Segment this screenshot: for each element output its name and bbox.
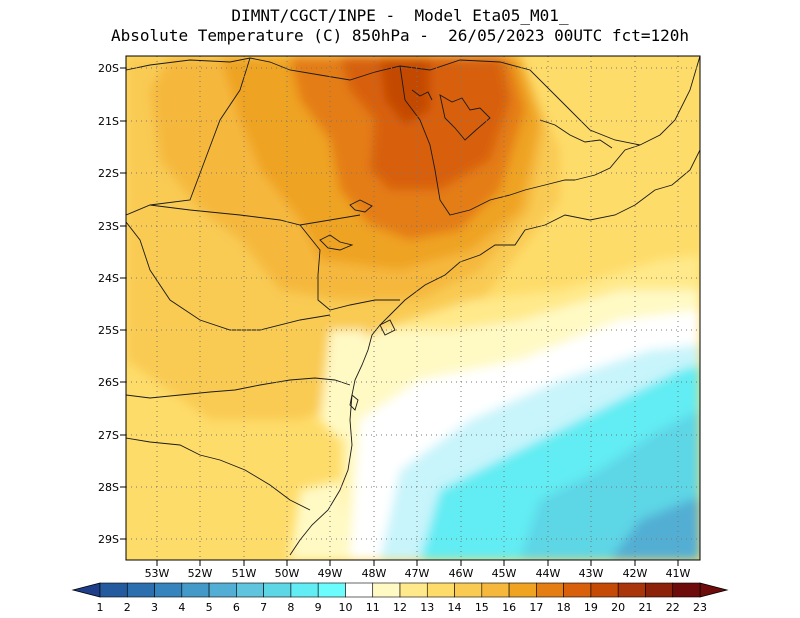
colorbar-segment — [126, 582, 155, 598]
lat-label: 26S — [98, 376, 119, 389]
lon-label: 45W — [492, 567, 517, 580]
colorbar-label: 13 — [420, 601, 434, 614]
colorbar-segment — [536, 582, 564, 598]
colorbar-label: 7 — [260, 601, 267, 614]
colorbar-label: 12 — [393, 601, 407, 614]
colorbar-segment — [508, 582, 537, 598]
latitude-labels: 20S 21S 22S 23S 24S 25S 26S 27S 28S 29S — [98, 62, 119, 546]
colorbar-label: 2 — [124, 601, 131, 614]
lon-label: 44W — [536, 567, 561, 580]
colorbar-segment — [372, 582, 401, 598]
longitude-labels: 53W 52W 51W 50W 49W 48W 47W 46W 45W 44W … — [145, 567, 691, 580]
colorbar-label: 20 — [611, 601, 625, 614]
colorbar-segment — [672, 582, 701, 598]
colorbar-label: 14 — [448, 601, 462, 614]
colorbar-label: 10 — [338, 601, 352, 614]
colorbar-segment — [345, 582, 374, 598]
tick-marks — [120, 67, 679, 566]
colorbar-segment — [181, 582, 210, 598]
colorbar-label: 23 — [693, 601, 707, 614]
state-borders — [126, 56, 700, 556]
colorbar-segment — [263, 582, 292, 598]
colorbar-segment — [154, 582, 183, 598]
colorbar-label: 22 — [666, 601, 680, 614]
lon-label: 43W — [579, 567, 604, 580]
chart-title-line-2: Absolute Temperature (C) 850hPa - 26/05/… — [111, 26, 689, 45]
lon-label: 47W — [405, 567, 430, 580]
colorbar-label: 8 — [287, 601, 294, 614]
lon-label: 48W — [362, 567, 387, 580]
lat-label: 20S — [98, 62, 119, 75]
colorbar-label: 4 — [178, 601, 185, 614]
lat-label: 21S — [98, 115, 119, 128]
lon-label: 51W — [232, 567, 257, 580]
lat-label: 22S — [98, 167, 119, 180]
colorbar-segment — [563, 582, 592, 598]
colorbar-segment — [617, 582, 646, 598]
colorbar-label: 16 — [502, 601, 516, 614]
lat-label: 27S — [98, 429, 119, 442]
colorbar-label: 6 — [233, 601, 240, 614]
colorbar-segment — [399, 582, 428, 598]
colorbar-label: 19 — [584, 601, 598, 614]
temperature-field — [126, 56, 700, 560]
colorbar-segment — [99, 582, 128, 598]
grid-lines — [126, 56, 700, 560]
colorbar-segment — [317, 582, 346, 598]
colorbar-label: 11 — [366, 601, 380, 614]
lat-label: 28S — [98, 481, 119, 494]
colorbar: 1 2 3 4 5 6 7 8 9 10 11 12 13 14 15 16 17 18 19 20 21 22 23 — [71, 582, 729, 614]
lat-label: 29S — [98, 533, 119, 546]
lat-label: 24S — [98, 272, 119, 285]
lon-label: 53W — [145, 567, 170, 580]
colorbar-segment — [481, 582, 510, 598]
colorbar-label: 9 — [315, 601, 322, 614]
colorbar-label: 15 — [475, 601, 489, 614]
colorbar-right-arrow — [699, 582, 729, 598]
colorbar-label: 21 — [638, 601, 652, 614]
lat-label: 25S — [98, 324, 119, 337]
lon-label: 52W — [188, 567, 213, 580]
colorbar-segment — [208, 582, 237, 598]
colorbar-segment — [590, 582, 619, 598]
lon-label: 42W — [623, 567, 648, 580]
lat-label: 23S — [98, 220, 119, 233]
lon-label: 49W — [318, 567, 343, 580]
colorbar-segment — [426, 582, 455, 598]
colorbar-label: 18 — [557, 601, 571, 614]
lon-label: 41W — [666, 567, 691, 580]
map-frame — [125, 55, 701, 561]
lon-label: 46W — [449, 567, 474, 580]
colorbar-label: 3 — [151, 601, 158, 614]
colorbar-segment — [290, 582, 319, 598]
colorbar-label: 1 — [97, 601, 104, 614]
colorbar-label: 17 — [529, 601, 543, 614]
chart-title-line-1: DIMNT/CGCT/INPE - Model Eta05_M01_ — [231, 6, 569, 25]
colorbar-segment — [454, 582, 483, 598]
colorbar-label: 5 — [206, 601, 213, 614]
colorbar-segment — [645, 582, 674, 598]
lon-label: 50W — [275, 567, 300, 580]
colorbar-left-arrow — [71, 582, 101, 598]
colorbar-segment — [236, 582, 264, 598]
